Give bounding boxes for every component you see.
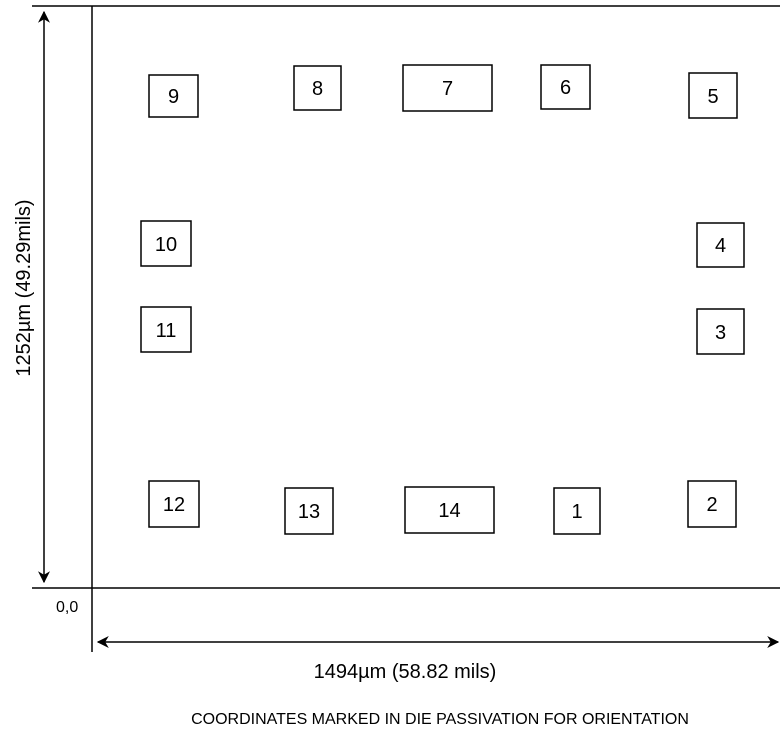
pad-label: 13 xyxy=(298,501,320,523)
pad-label: 2 xyxy=(706,494,717,516)
height-dimension-label: 1252µm (49.29mils) xyxy=(13,199,35,376)
pad-10: 10 xyxy=(140,220,192,267)
pad-label: 9 xyxy=(168,86,179,108)
pad-7: 7 xyxy=(402,64,493,112)
pad-5: 5 xyxy=(688,72,738,119)
pad-4: 4 xyxy=(696,222,745,268)
pad-label: 4 xyxy=(715,235,726,257)
pad-8: 8 xyxy=(293,65,342,111)
pad-label: 5 xyxy=(707,86,718,108)
pad-label: 11 xyxy=(156,320,177,342)
pad-11: 11 xyxy=(140,306,192,353)
width-dimension-label: 1494µm (58.82 mils) xyxy=(314,661,497,683)
pad-label: 7 xyxy=(442,78,453,100)
pad-label: 6 xyxy=(560,77,571,99)
pad-13: 13 xyxy=(284,487,334,535)
pad-2: 2 xyxy=(687,480,737,528)
pad-label: 1 xyxy=(571,501,582,523)
pad-label: 8 xyxy=(312,78,323,100)
pad-label: 3 xyxy=(715,322,726,344)
pad-6: 6 xyxy=(540,64,591,110)
pad-label: 12 xyxy=(163,494,185,516)
pad-3: 3 xyxy=(696,308,745,355)
pad-14: 14 xyxy=(404,486,495,534)
pad-9: 9 xyxy=(148,74,199,118)
pad-1: 1 xyxy=(553,487,601,535)
pad-label: 10 xyxy=(155,234,177,256)
origin-label: 0,0 xyxy=(56,599,78,616)
pad-label: 14 xyxy=(438,500,460,522)
orientation-note: COORDINATES MARKED IN DIE PASSIVATION FO… xyxy=(191,711,689,728)
pad-12: 12 xyxy=(148,480,200,528)
